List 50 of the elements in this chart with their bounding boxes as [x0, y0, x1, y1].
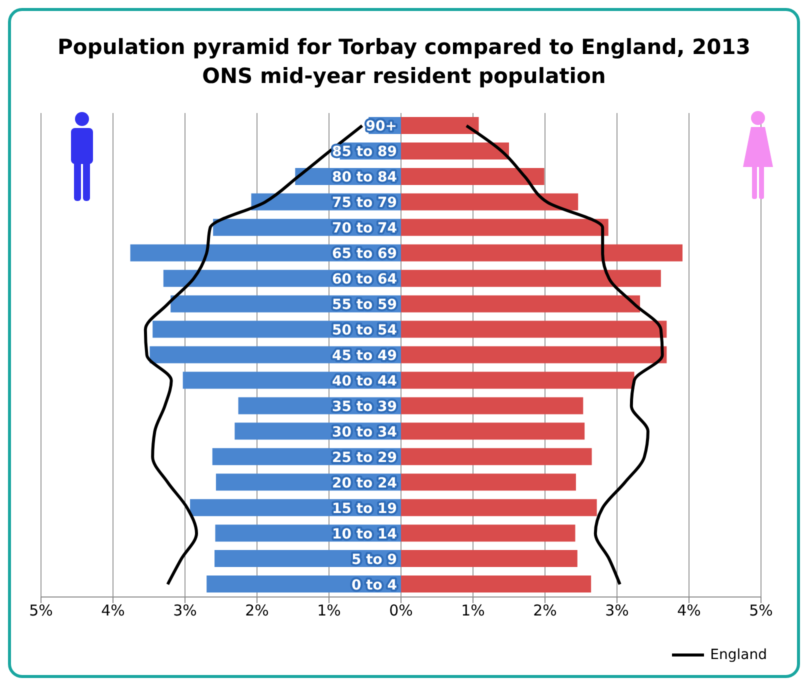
y-tick-label: 55 to 59 [332, 297, 397, 314]
y-tick-label: 30 to 34 [332, 424, 398, 440]
bar [401, 168, 544, 185]
y-tick-label: 0 to 4 [351, 577, 398, 594]
legend-label: England [710, 647, 767, 663]
chart-title: Population pyramid for Torbay compared to England, 2013 [56, 34, 752, 61]
y-tick-label: 70 to 74 [332, 220, 398, 237]
bar [401, 117, 479, 134]
x-tick-label: 4% [677, 602, 701, 620]
x-tick-label: 1% [461, 602, 485, 620]
y-tick-label: 25 to 29 [332, 450, 397, 466]
bar [401, 295, 640, 312]
bar [401, 270, 661, 287]
y-tick-label: 40 to 44 [332, 373, 398, 390]
bar [401, 346, 667, 364]
x-tick-label: 3% [605, 602, 629, 620]
bar [401, 244, 683, 262]
y-tick-label: 15 to 19 [332, 500, 397, 517]
y-tick-label: 20 to 24 [332, 475, 398, 492]
x-tick-label: 2% [533, 602, 557, 620]
y-tick-label: 35 to 39 [332, 398, 397, 415]
bar [401, 499, 597, 516]
y-tick-label: 45 to 49 [332, 348, 397, 364]
y-tick-label: 80 to 84 [332, 170, 398, 186]
x-tick-label: 1% [317, 602, 341, 620]
bar [401, 397, 584, 414]
x-tick-label: 2% [245, 602, 269, 620]
bar [401, 576, 592, 593]
y-tick-label: 60 to 64 [332, 272, 398, 288]
x-tick-label: 4% [101, 602, 125, 620]
x-tick-label: 0% [389, 602, 413, 620]
chart-subtitle: ONS mid-year resident population [201, 63, 607, 90]
x-tick-label: 3% [173, 602, 197, 620]
x-tick-label: 5% [749, 602, 773, 620]
y-tick-label: 75 to 79 [332, 195, 397, 212]
bar [401, 550, 578, 568]
bar [401, 524, 576, 542]
bar [401, 422, 585, 440]
bar [401, 320, 667, 338]
bar [401, 448, 592, 466]
bar [401, 218, 608, 236]
y-tick-label: 50 to 54 [332, 322, 398, 339]
x-tick-label: 5% [29, 602, 53, 620]
y-tick-label: 10 to 14 [332, 526, 398, 542]
bar [401, 142, 509, 160]
y-tick-label: 5 to 9 [351, 552, 397, 568]
bar [401, 474, 576, 491]
y-tick-label: 65 to 69 [332, 246, 397, 262]
bar [401, 193, 578, 210]
bar [401, 372, 634, 389]
